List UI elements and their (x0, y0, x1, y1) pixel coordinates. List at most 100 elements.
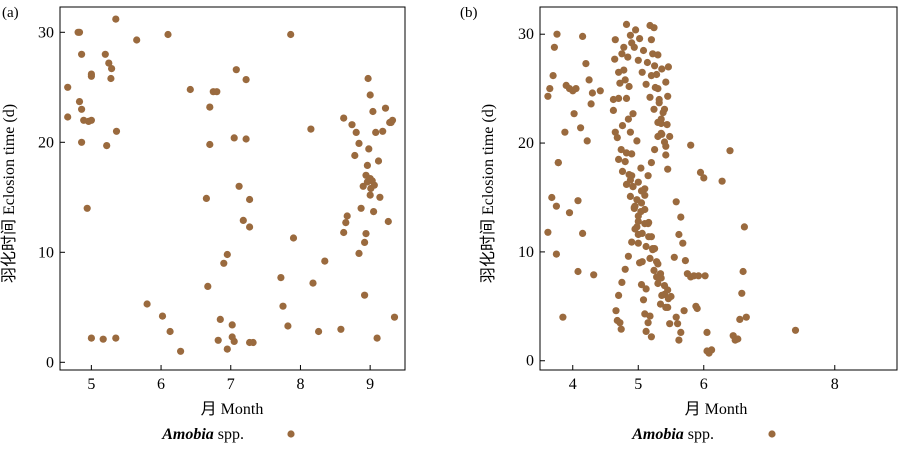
data-point (379, 127, 387, 135)
data-point (634, 56, 642, 64)
data-point (718, 177, 726, 185)
data-point (362, 230, 370, 238)
data-point (618, 167, 627, 175)
data-point (242, 76, 250, 84)
data-point (639, 296, 648, 304)
data-point (681, 257, 690, 265)
panel-label-b: (b) (460, 5, 478, 21)
data-point (639, 46, 648, 55)
data-point (579, 32, 587, 41)
data-point (366, 91, 374, 99)
data-point (622, 94, 631, 102)
data-point (615, 291, 623, 299)
data-point (572, 85, 580, 93)
data-point (549, 72, 557, 80)
y-tick-label: 30 (38, 24, 54, 41)
data-point (621, 76, 629, 84)
data-point (654, 118, 662, 126)
data-point (75, 28, 84, 36)
data-point (647, 159, 656, 167)
data-point (279, 302, 287, 310)
data-point (101, 50, 109, 58)
legend-label: Amobia spp. (631, 426, 714, 443)
data-point (553, 30, 561, 38)
y-tick-label: 0 (526, 353, 534, 370)
x-axis-label-cn: 月 (685, 401, 705, 418)
legend-species: Amobia (631, 426, 684, 443)
data-point (315, 327, 323, 336)
x-tick-label: 7 (227, 376, 235, 393)
data-point (574, 197, 582, 205)
data-point (582, 60, 590, 68)
data-point (342, 219, 350, 227)
data-point (112, 334, 120, 342)
x-tick-label: 5 (87, 376, 95, 393)
data-point (672, 198, 680, 206)
data-point (559, 313, 567, 321)
data-point (107, 74, 115, 83)
data-point (376, 193, 384, 201)
data-point (565, 209, 574, 217)
data-point (384, 217, 392, 226)
legend-label: Amobia spp. (161, 426, 244, 443)
data-point (613, 316, 621, 325)
data-point (650, 266, 658, 274)
data-point (670, 253, 678, 261)
data-point (206, 140, 214, 149)
data-point (78, 138, 86, 146)
data-point (629, 110, 637, 118)
data-point (361, 291, 369, 299)
data-point (365, 145, 373, 153)
x-axis-label: 月 Month (201, 401, 264, 418)
data-point (626, 31, 635, 39)
data-point (103, 142, 111, 150)
data-point (708, 346, 716, 354)
data-point (216, 315, 224, 323)
data-point (64, 113, 72, 121)
data-point (634, 217, 642, 225)
data-point (620, 66, 628, 74)
data-point (544, 92, 552, 100)
y-tick-label: 30 (518, 26, 534, 43)
data-point (644, 172, 652, 180)
data-point (612, 307, 620, 315)
data-point (230, 337, 238, 345)
legend-suffix: spp. (214, 426, 244, 443)
data-point (363, 161, 371, 169)
data-point (381, 104, 390, 112)
data-point (734, 335, 742, 343)
data-point (552, 202, 561, 210)
data-point (677, 213, 685, 221)
data-point (693, 304, 701, 313)
data-point (552, 250, 561, 258)
data-point (625, 82, 633, 91)
data-point (186, 85, 194, 94)
data-point (646, 312, 654, 320)
plot-frame (59, 6, 406, 371)
data-point (632, 26, 640, 34)
data-point (369, 107, 377, 116)
data-point (242, 135, 250, 143)
data-point (677, 328, 685, 336)
data-point (577, 124, 585, 132)
data-point (655, 95, 663, 104)
data-point (630, 43, 638, 51)
data-point (740, 223, 749, 231)
data-point (78, 50, 86, 58)
data-point (645, 218, 653, 227)
data-point (649, 246, 657, 254)
data-point (108, 65, 116, 73)
data-point (647, 72, 656, 80)
data-point (617, 325, 625, 333)
data-point (340, 228, 348, 237)
data-point (651, 146, 659, 154)
data-point (177, 347, 185, 355)
data-point (651, 62, 659, 70)
data-point (133, 36, 141, 44)
data-point (75, 98, 84, 106)
data-point (214, 336, 222, 344)
panel-a: (a) 5 6 7 8 9 0 10 20 30 月 Month 羽化时间 Eclosion tim… (0, 5, 406, 443)
data-point (726, 147, 734, 155)
data-point (164, 30, 172, 39)
data-point (674, 320, 682, 328)
